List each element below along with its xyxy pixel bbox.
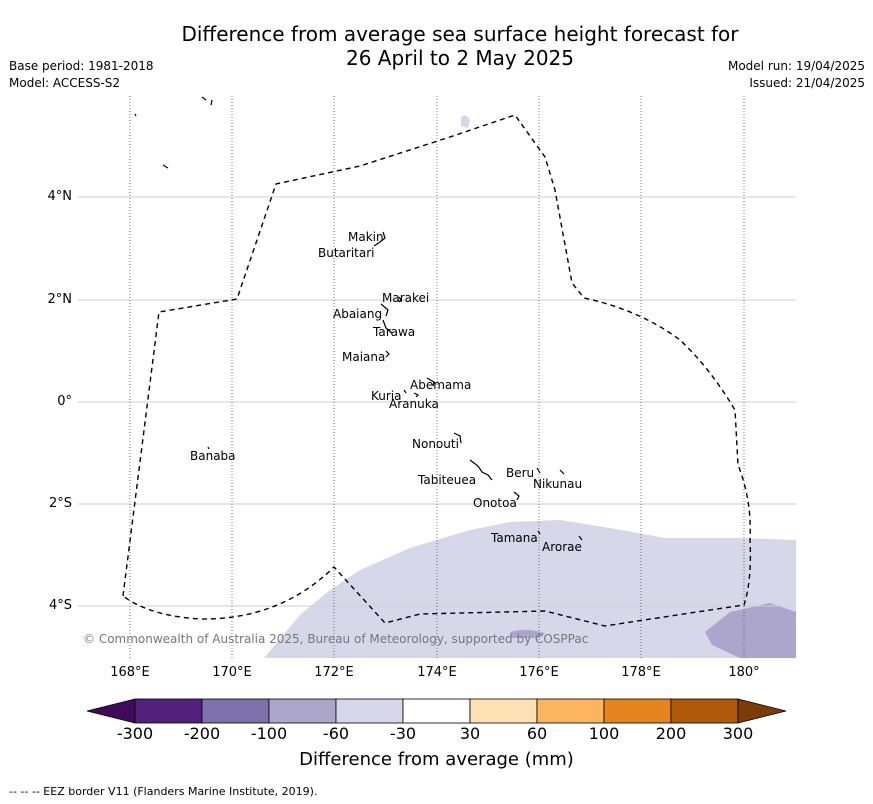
island-makin [373,231,386,247]
x-tick-label: 178°E [621,665,661,680]
anomaly-region-north [461,115,470,128]
title-line-2: 26 April to 2 May 2025 [346,46,574,70]
island-aranuka [413,392,420,398]
meta-right: Model run: 19/04/2025 Issued: 21/04/2025 [728,58,865,92]
colorbar-tick-label: 200 [655,724,687,743]
island-kuria [403,389,407,394]
colorbar-tick-label: 300 [722,724,754,743]
meta-left: Base period: 1981-2018 Model: ACCESS-S2 [9,58,154,92]
colorbar-tick-label: -100 [250,724,288,743]
copyright-notice: © Commonwealth of Australia 2025, Bureau… [83,632,589,646]
island-tabiteuea [469,459,493,481]
colorbar-tick-label: -300 [116,724,154,743]
colorbar-segment [536,698,605,724]
island-nonouti [453,432,462,444]
colorbar-tick-label: -30 [389,724,417,743]
place-label-butaritari: Butaritari [318,246,375,260]
island-arorae [578,535,583,541]
island-tamana [537,530,541,535]
issued-date: Issued: 21/04/2025 [749,76,865,90]
colorbar-tick-label: 60 [526,724,548,743]
x-tick-label: 170°E [212,665,252,680]
colorbar-segment [670,698,739,724]
x-tick-label: 172°E [314,665,354,680]
y-tick-label: 4°S [48,598,72,613]
chart-title: Difference from average sea surface heig… [0,22,873,70]
colorbar-segment [335,698,404,724]
island-nw-3 [201,96,213,106]
colorbar-segment [469,698,538,724]
colorbar-tick-label: 100 [588,724,620,743]
island-marakei [398,296,402,303]
anomaly-region-light [264,520,796,658]
place-label-arorae: Arorae [542,540,582,554]
island-onotoa [513,491,520,501]
place-label-banaba: Banaba [190,449,236,463]
place-label-beru: Beru [506,466,535,480]
place-label-maiana: Maiana [342,350,386,364]
base-period: Base period: 1981-2018 [9,59,154,73]
place-label-abaiang: Abaiang [333,307,383,321]
place-label-tarawa: Tarawa [373,325,416,339]
y-tick-label: 0° [57,394,72,409]
island-nw-1 [134,113,137,117]
place-label-nikunau: Nikunau [533,477,583,491]
anomaly-region-small [510,629,545,638]
island-abaiang [380,303,389,317]
colorbar-segment [603,698,672,724]
colorbar-tick-label: -60 [322,724,350,743]
colorbar-label: Difference from average (mm) [299,749,574,770]
place-label-abemama: Abemama [410,378,472,392]
colorbar-segment [201,698,270,724]
model-run: Model run: 19/04/2025 [727,59,865,73]
colorbar [86,698,787,724]
place-label-makin: Makin [348,230,384,244]
place-label-onotoa: Onotoa [473,496,517,510]
island-maiana [385,350,390,358]
model-name: Model: ACCESS-S2 [9,76,121,90]
island-nikunau [559,469,565,475]
island-beru [536,467,541,474]
colorbar-extend-low [86,698,136,724]
island-abemama [426,377,435,387]
anomaly-region-medium [705,603,796,658]
y-tick-label: 4°N [47,189,73,204]
colorbar-tick-label: 30 [459,724,481,743]
place-label-marakei: Marakei [382,291,430,305]
place-label-tabiteuea: Tabiteuea [418,473,477,487]
island-tarawa [382,319,393,334]
y-tick-label: 2°N [47,292,73,307]
place-label-tamana: Tamana [491,531,538,545]
y-tick-label: 2°S [48,496,72,511]
x-tick-label: 174°E [417,665,457,680]
eez-footnote: -- -- -- EEZ border V11 (Flanders Marine… [9,785,318,798]
colorbar-segment [268,698,337,724]
x-tick-label: 176°E [519,665,559,680]
x-tick-label: 168°E [110,665,150,680]
place-label-aranuka: Aranuka [389,397,439,411]
island-banaba [207,446,210,450]
x-tick-label: 180° [728,665,760,680]
colorbar-segment [402,698,471,724]
island-nw-2 [162,164,169,169]
colorbar-segment [134,698,203,724]
place-label-kuria: Kuria [371,389,402,403]
colorbar-tick-label: -200 [183,724,221,743]
place-label-nonouti: Nonouti [412,437,459,451]
title-line-1: Difference from average sea surface heig… [181,22,739,46]
colorbar-extend-high [737,698,787,724]
